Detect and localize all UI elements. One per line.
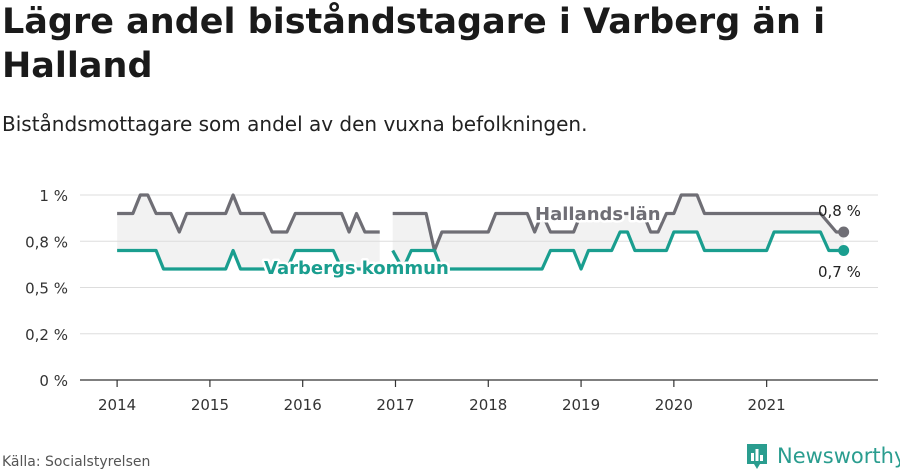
x-axis: 2014 2015 2016 2017 2018 2019 2020 2021	[80, 379, 878, 414]
y-tick-label: 0,5 %	[25, 280, 68, 298]
series-line-halland	[117, 193, 380, 234]
x-tick-label: 2018	[469, 396, 507, 414]
y-tick-label: 1 %	[39, 187, 68, 205]
series-label-varberg-halo: Varbergs kommun	[264, 258, 449, 279]
x-tick-label: 2016	[284, 396, 322, 414]
series-line-halland	[392, 193, 844, 253]
series-label-varberg: Varbergs kommun	[264, 258, 449, 279]
y-tick-label: 0,8 %	[25, 233, 68, 251]
series-line-varberg	[391, 230, 844, 271]
x-tick-label: 2017	[376, 396, 414, 414]
series-label-halland: Hallands län	[535, 204, 661, 225]
series-end-point-halland	[838, 226, 850, 238]
brand: Newsworthy	[745, 440, 900, 472]
y-tick-label: 0 %	[39, 372, 68, 390]
x-tick-label: 2021	[748, 396, 786, 414]
y-axis: 0 % 0,2 % 0,5 % 0,8 % 1 %	[25, 187, 68, 390]
chart-subtitle: Biståndsmottagare som andel av den vuxna…	[2, 112, 588, 136]
x-tick-label: 2020	[655, 396, 693, 414]
brand-name: Newsworthy	[777, 444, 900, 468]
source-note: Källa: Socialstyrelsen	[2, 454, 151, 470]
newsworthy-logo-icon	[747, 444, 767, 469]
chart-title: Lägre andel biståndstagare i Varberg än …	[2, 2, 826, 86]
series-end-point-varberg	[838, 245, 850, 256]
series-label-halland-halo: Hallands län	[535, 204, 661, 225]
series-lines	[117, 193, 850, 271]
series-line-varberg	[117, 248, 380, 271]
gridlines	[80, 194, 878, 335]
end-label-varberg: 0,7 %	[818, 263, 861, 281]
x-tick-label: 2015	[191, 396, 229, 414]
x-tick-label: 2019	[562, 396, 600, 414]
x-tick-label: 2014	[98, 396, 136, 414]
y-tick-label: 0,2 %	[25, 326, 68, 344]
end-label-halland: 0,8 %	[818, 202, 861, 220]
